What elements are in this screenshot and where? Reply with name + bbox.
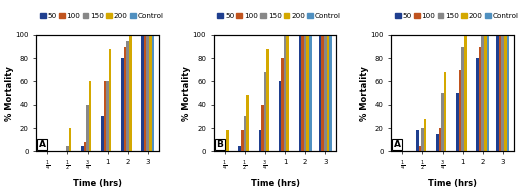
Bar — [309, 35, 312, 151]
Legend: 50, 100, 150, 200, Control: 50, 100, 150, 200, Control — [395, 13, 518, 19]
Bar — [461, 47, 464, 151]
Bar — [464, 35, 467, 151]
Bar — [301, 35, 304, 151]
Bar — [81, 146, 84, 151]
Bar — [421, 128, 424, 151]
Bar — [89, 81, 91, 151]
Bar — [482, 35, 484, 151]
Bar — [284, 35, 286, 151]
Bar — [104, 81, 106, 151]
Bar — [324, 35, 326, 151]
Bar — [501, 35, 504, 151]
Bar — [484, 35, 487, 151]
Bar — [226, 130, 229, 151]
Bar — [66, 146, 69, 151]
Y-axis label: % Mortality: % Mortality — [360, 66, 369, 120]
Bar — [436, 134, 439, 151]
Bar — [238, 146, 241, 151]
Bar — [124, 47, 126, 151]
Bar — [266, 49, 269, 151]
Text: A: A — [39, 140, 46, 149]
Bar — [152, 35, 154, 151]
Bar — [109, 49, 112, 151]
Bar — [507, 35, 509, 151]
Bar — [106, 81, 109, 151]
Bar — [86, 105, 89, 151]
Y-axis label: % Mortality: % Mortality — [182, 66, 192, 120]
X-axis label: Time (hrs): Time (hrs) — [73, 179, 122, 188]
Bar — [307, 35, 309, 151]
Bar — [319, 35, 321, 151]
Legend: 50, 100, 150, 200, Control: 50, 100, 150, 200, Control — [217, 13, 341, 19]
Bar — [247, 95, 249, 151]
Bar — [326, 35, 329, 151]
Bar — [279, 81, 281, 151]
Bar — [141, 35, 144, 151]
Bar — [419, 146, 421, 151]
Bar — [304, 35, 307, 151]
Text: A: A — [394, 140, 401, 149]
Text: B: B — [216, 140, 223, 149]
Bar — [258, 130, 261, 151]
Bar — [441, 93, 444, 151]
Bar — [444, 72, 446, 151]
Bar — [243, 116, 247, 151]
Bar — [456, 93, 459, 151]
Bar — [487, 35, 489, 151]
Bar — [476, 58, 479, 151]
Bar — [281, 58, 284, 151]
Bar — [329, 35, 332, 151]
Bar — [261, 105, 264, 151]
Bar — [424, 119, 427, 151]
Bar — [101, 116, 104, 151]
Bar — [496, 35, 499, 151]
Bar — [146, 35, 149, 151]
Bar — [416, 130, 419, 151]
Bar — [241, 130, 243, 151]
Bar — [499, 35, 501, 151]
Bar — [504, 35, 507, 151]
Bar — [286, 35, 289, 151]
Bar — [149, 35, 152, 151]
Bar — [144, 35, 146, 151]
Bar — [264, 72, 266, 151]
Bar — [84, 142, 86, 151]
X-axis label: Time (hrs): Time (hrs) — [428, 179, 477, 188]
Bar — [459, 70, 461, 151]
Y-axis label: % Mortality: % Mortality — [5, 66, 14, 120]
Bar — [298, 35, 301, 151]
Bar — [479, 47, 482, 151]
X-axis label: Time (hrs): Time (hrs) — [251, 179, 299, 188]
Bar — [129, 35, 131, 151]
Legend: 50, 100, 150, 200, Control: 50, 100, 150, 200, Control — [40, 13, 163, 19]
Bar — [439, 128, 441, 151]
Bar — [126, 41, 129, 151]
Bar — [321, 35, 324, 151]
Bar — [121, 58, 124, 151]
Bar — [69, 128, 71, 151]
